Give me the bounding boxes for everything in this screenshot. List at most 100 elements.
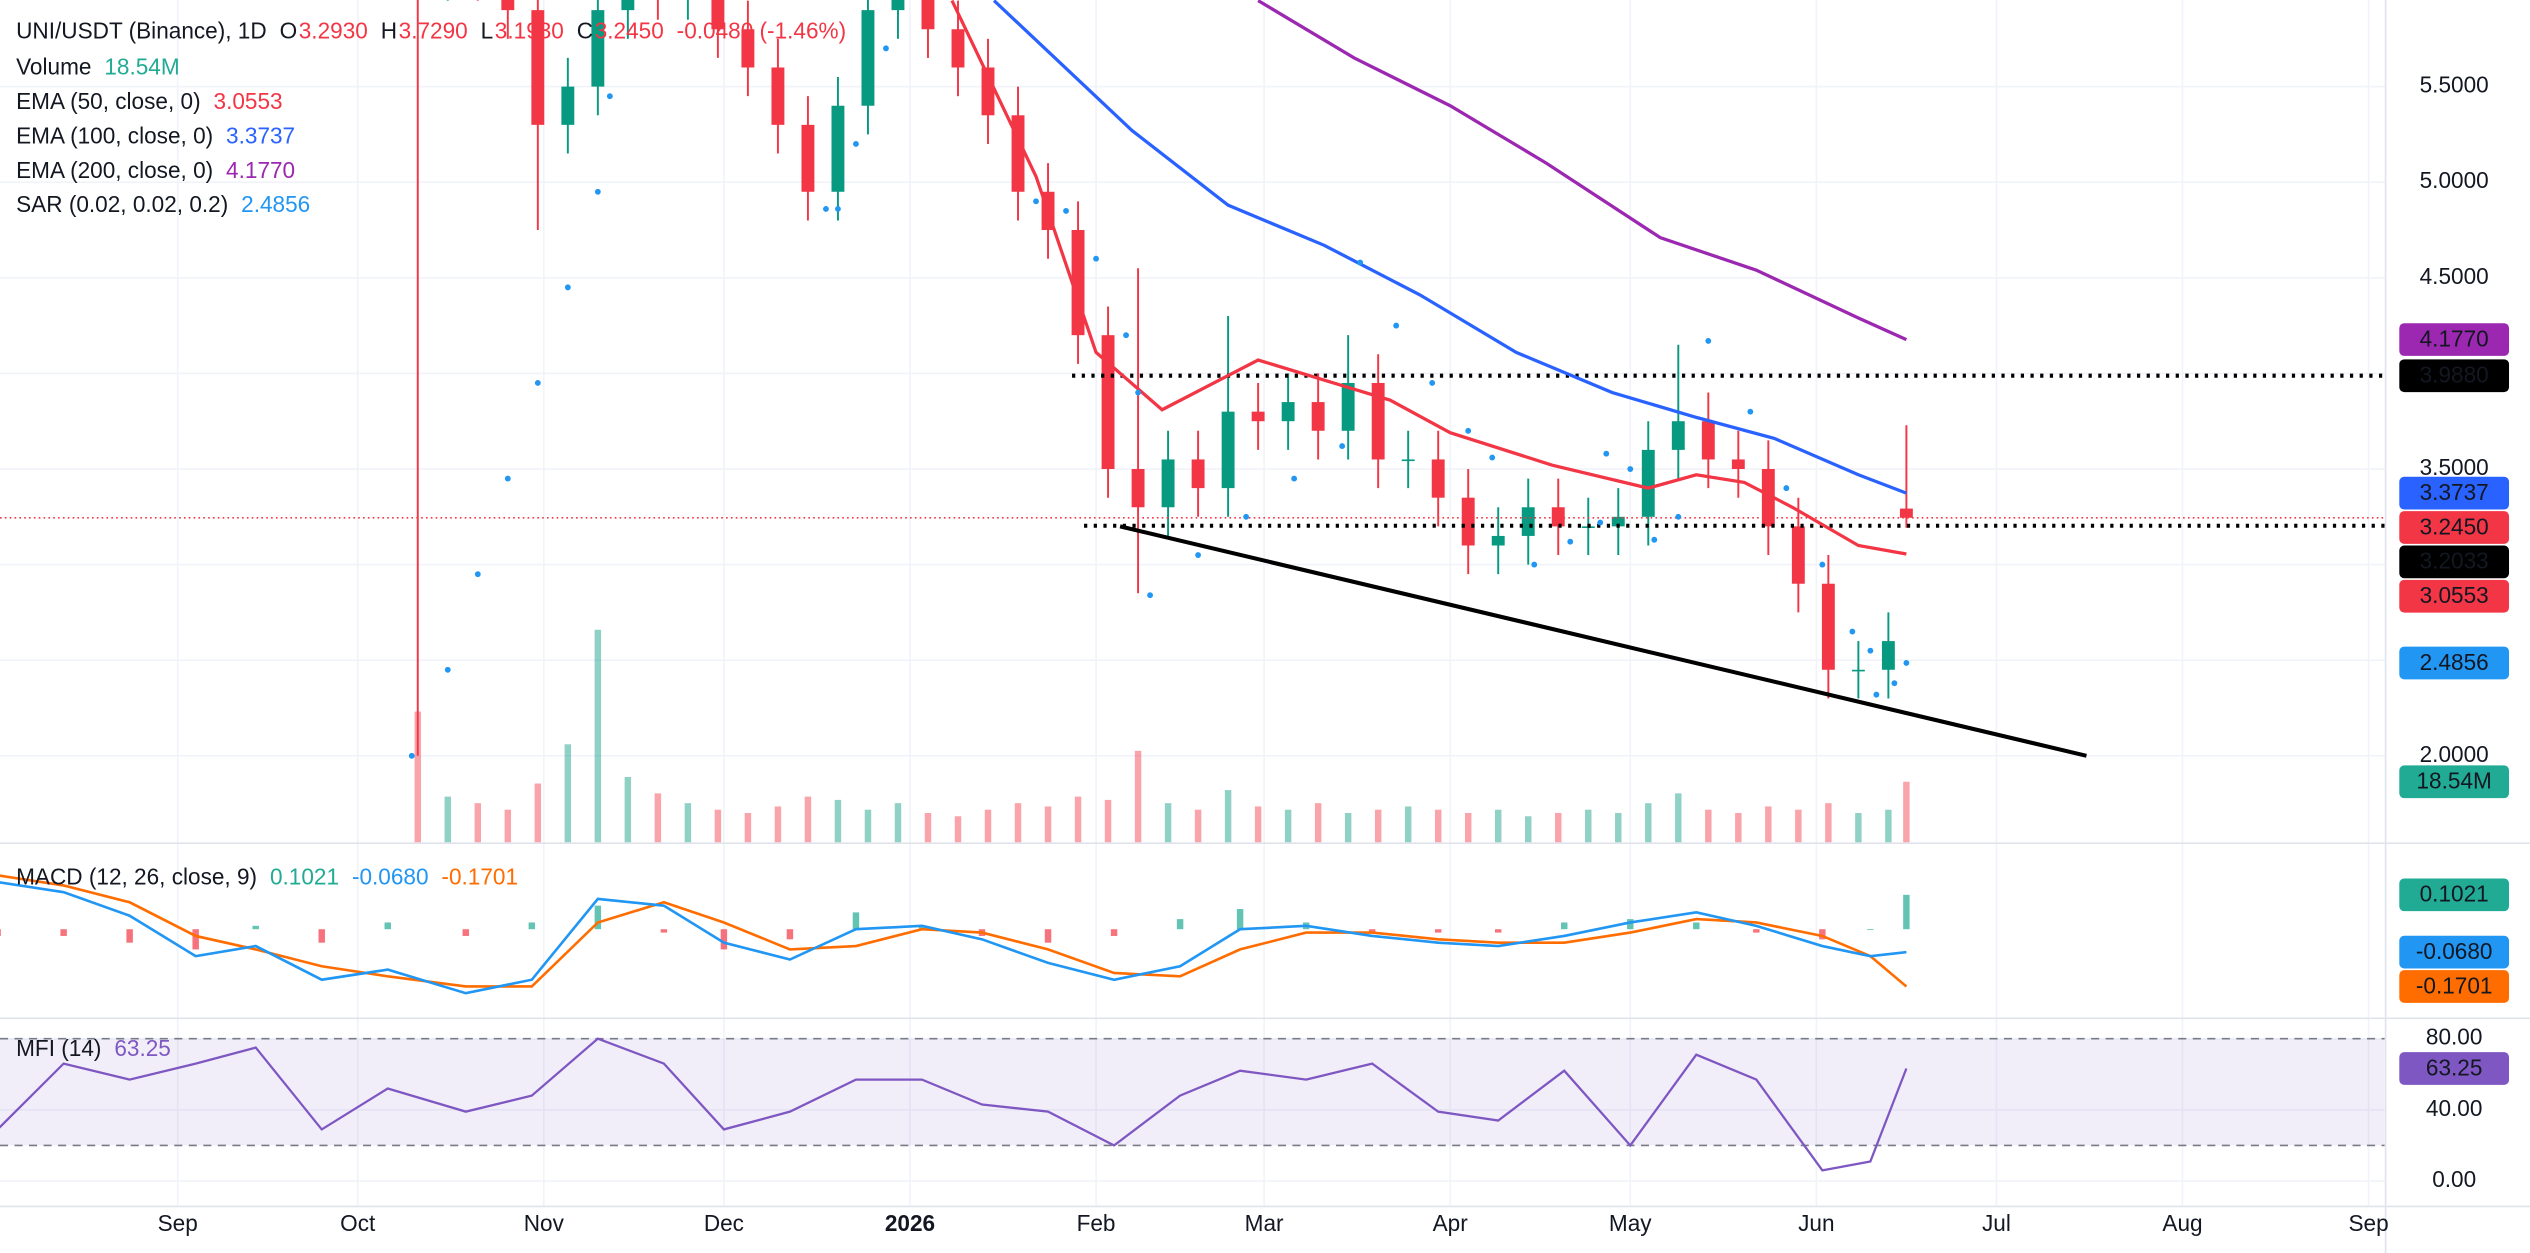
x-tick-label: Jul (1982, 1210, 2011, 1236)
volume-bar (1074, 796, 1082, 843)
legend-text: UNI/USDT (Binance), 1D (16, 18, 267, 44)
candle-body (531, 10, 545, 125)
candle-body (561, 86, 575, 125)
x-tick-label: Sep (2348, 1210, 2388, 1236)
ema-line (992, 0, 1907, 495)
legend-text: 63.25 (114, 1035, 171, 1061)
candle-body (1881, 641, 1895, 670)
macd-histogram-bar (1110, 929, 1118, 936)
legend-text: 3.2450 (595, 18, 664, 44)
legend-text: O (280, 18, 298, 44)
volume-bar (834, 799, 842, 843)
sar-dot (1819, 561, 1826, 568)
price-badge-label: 18.54M (2417, 767, 2492, 793)
sar-dot (606, 93, 613, 100)
macd-histogram-bar (1236, 909, 1244, 930)
volume-bar (654, 793, 662, 843)
sar-dot (1567, 538, 1574, 545)
sar-dot (1147, 592, 1153, 599)
volume-bar (1825, 803, 1832, 843)
volume-bar (1194, 809, 1202, 843)
y-tick-label: 3.5000 (2420, 454, 2489, 480)
price-badge (2399, 579, 2510, 613)
macd-histogram-bar (60, 929, 67, 936)
legend-row: SAR (0.02, 0.02, 0.2) 2.4856 (16, 191, 310, 217)
candle-body (1491, 535, 1505, 546)
legend-text: 3.1930 (495, 18, 564, 44)
price-badge (2399, 878, 2510, 912)
volume-bar (984, 809, 992, 843)
candle-body (621, 0, 635, 11)
legend-text: 3.0553 (214, 88, 283, 114)
price-badge (2399, 359, 2510, 393)
candle-body (1431, 459, 1445, 498)
volume-bar (1434, 809, 1442, 843)
volume-bar (1615, 812, 1622, 843)
sar-dot (1357, 259, 1364, 266)
price-badge-label: 0.1021 (2420, 881, 2489, 907)
legend-text: H (381, 18, 397, 44)
volume-bar (1765, 806, 1772, 843)
legend-text: 4.1770 (226, 157, 295, 183)
volume-bar (1314, 803, 1322, 843)
candle-body (1701, 421, 1715, 460)
macd-histogram-bar (852, 912, 860, 930)
mfi-band (0, 1038, 2385, 1146)
macd-histogram-bar (126, 929, 133, 943)
volume-bar (1224, 790, 1232, 843)
x-tick-label: Nov (524, 1210, 565, 1236)
sar-dot (1597, 519, 1604, 526)
candle-body (1791, 526, 1805, 584)
mfi-pane (0, 1037, 2385, 1172)
price-badge (2399, 545, 2510, 579)
x-tick-label: Mar (1245, 1210, 1284, 1236)
y-tick-label: 40.00 (2426, 1095, 2483, 1121)
macd-histogram-bar (1434, 929, 1442, 933)
volume-bar (1404, 806, 1412, 843)
legend-text: -0.0680 (352, 863, 429, 889)
candle-body (501, 0, 515, 11)
candle-body (1731, 459, 1745, 470)
price-badge-label: -0.0680 (2416, 938, 2493, 964)
candle-body (1131, 469, 1145, 508)
volume-bar (1104, 799, 1112, 843)
legend-text: Volume (16, 54, 91, 80)
volume-bar (1284, 809, 1292, 843)
macd-line (0, 881, 1907, 995)
macd-histogram-bar (1561, 922, 1568, 930)
candle-body (1401, 459, 1415, 462)
macd-histogram-bar (384, 922, 391, 930)
candle-body (1251, 411, 1265, 422)
candle-body (741, 29, 755, 68)
volume-bar (1705, 809, 1712, 843)
trendline (1119, 524, 2087, 758)
legend-text: SAR (0.02, 0.02, 0.2) (16, 191, 228, 217)
price-badge (2399, 935, 2510, 969)
candle-body (1281, 402, 1295, 422)
legend-row: EMA (50, close, 0) 3.0553 (16, 88, 282, 114)
y-tick-label: 5.0000 (2420, 167, 2489, 193)
volume-bar (804, 796, 812, 843)
y-tick-label: 2.0000 (2420, 741, 2489, 767)
legend-text: 3.7290 (399, 18, 468, 44)
sar-dot (1393, 322, 1400, 329)
volume-bar (864, 809, 872, 843)
sar-dot (1291, 475, 1298, 482)
macd-pane (0, 874, 1910, 995)
legend-text: EMA (50, close, 0) (16, 88, 200, 114)
volume-bar (1855, 812, 1862, 843)
macd-histogram-bar (1494, 929, 1502, 933)
volume-bar (774, 806, 782, 843)
volume-bar (924, 812, 932, 843)
volume-bar (1885, 809, 1892, 843)
price-badge (2399, 1052, 2510, 1085)
candle-body (951, 29, 965, 68)
x-tick-label: Sep (158, 1210, 198, 1236)
sar-dot (1603, 450, 1610, 457)
macd-histogram-bar (252, 925, 259, 930)
price-badge-label: 3.9880 (2420, 361, 2489, 387)
legend: UNI/USDT (Binance), 1D O 3.2930 H 3.7290 L 3.1… (16, 18, 846, 1062)
sar-dot (835, 206, 841, 212)
